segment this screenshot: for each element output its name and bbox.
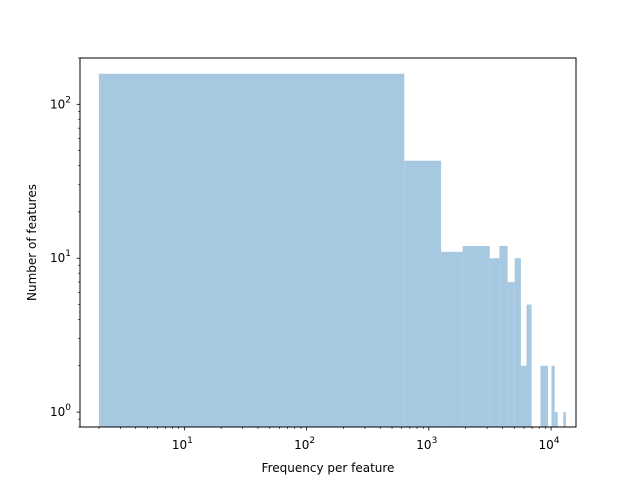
y-axis-label: Number of features	[25, 184, 39, 301]
x-tick-label: 102	[294, 436, 315, 452]
histogram-bar	[98, 73, 405, 427]
histogram-bar	[441, 251, 463, 427]
histogram-bar	[526, 304, 532, 427]
x-axis-label: Frequency per feature	[262, 461, 395, 475]
histogram-bar	[563, 412, 566, 427]
histogram-bar	[507, 282, 515, 427]
histogram-bar	[540, 365, 549, 427]
y-tick-label: 102	[50, 95, 71, 111]
histogram-bar	[520, 365, 527, 427]
histogram-bar	[551, 365, 555, 427]
bars-group	[98, 73, 566, 428]
x-tick-label: 104	[539, 436, 560, 452]
histogram-bar	[404, 160, 442, 428]
histogram-bar	[462, 246, 490, 427]
x-tick-label: 103	[416, 436, 437, 452]
x-axis-ticks: 101 102 103 104	[98, 427, 560, 452]
histogram-bar	[514, 258, 521, 427]
histogram-bar	[489, 258, 500, 427]
y-tick-label: 101	[50, 249, 71, 265]
y-axis-ticks: 100 101 102	[50, 57, 80, 428]
x-tick-label: 101	[172, 436, 193, 452]
plot-frame	[79, 57, 577, 428]
histogram-bar	[499, 246, 508, 427]
histogram-bar	[554, 412, 558, 427]
y-tick-label: 100	[50, 403, 71, 419]
